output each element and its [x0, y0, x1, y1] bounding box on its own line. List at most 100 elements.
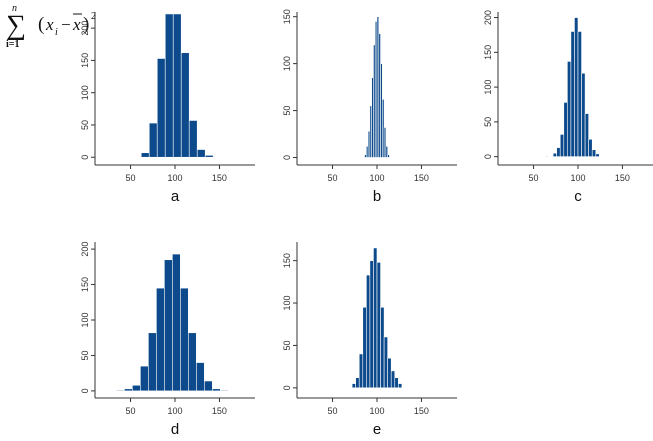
x-tick-label: 100: [369, 406, 384, 416]
formula-xbar: x: [72, 15, 81, 34]
x-tick-label: 150: [414, 173, 429, 183]
histogram-bar: [156, 287, 165, 392]
histogram-bar: [180, 52, 190, 158]
y-tick-label: 150: [483, 45, 493, 60]
x-tick-label: 50: [529, 173, 539, 183]
histogram-bar: [369, 260, 374, 389]
x-tick-label: 50: [126, 406, 136, 416]
histogram-bar: [148, 122, 158, 158]
histogram-panel-d: 50 100 150 0 50 100 150 200 d: [80, 242, 255, 438]
histogram-bar: [559, 134, 565, 157]
x-tick-label: 150: [414, 406, 429, 416]
panel-label: c: [574, 188, 582, 205]
histogram-bar: [358, 353, 364, 389]
y-tick-label: 50: [282, 106, 292, 116]
y-tick-label: 0: [483, 154, 493, 159]
histogram-bar: [188, 120, 198, 158]
formula-lower-limit: i=1: [6, 39, 19, 50]
histogram-bar: [373, 247, 378, 389]
y-tick-label: 200: [80, 242, 90, 257]
y-tick-label: 0: [80, 155, 90, 160]
histogram-panel-c: 50 100 150 0 50 100 150 200 c: [483, 10, 653, 205]
histogram-bar: [567, 61, 572, 157]
y-tick-label: 150: [282, 253, 292, 268]
formula-close-paren: ): [83, 14, 89, 35]
histogram-bar: [124, 388, 133, 392]
histogram-bar: [351, 383, 356, 389]
histogram-bar: [390, 370, 396, 389]
histogram-bar: [140, 152, 150, 158]
x-tick-label: 50: [328, 173, 338, 183]
histogram-panel-e: 50 100 150 0 50 100 150 e: [282, 242, 457, 438]
y-tick-label: 100: [80, 85, 90, 100]
sum-squares-formula: ∑ n i=1 ( x i − x ) 2: [6, 3, 96, 50]
formula-xi: x: [45, 15, 54, 34]
x-tick-label: 100: [570, 173, 585, 183]
histogram-bar: [584, 113, 589, 157]
histogram-bar: [204, 155, 214, 158]
histogram-bar: [574, 17, 579, 157]
histogram-bar: [591, 149, 597, 157]
y-tick-label: 200: [483, 10, 493, 25]
histogram-bar: [385, 145, 388, 158]
y-tick-label: 0: [282, 385, 292, 390]
histogram-bar: [387, 154, 390, 158]
formula-minus: −: [61, 15, 71, 34]
histogram-bar: [570, 31, 575, 157]
histogram-bar: [588, 138, 593, 157]
histogram-panel-b: 50 100 150 0 50 100 150 b: [282, 9, 457, 205]
histogram-bar: [387, 357, 392, 389]
histogram-bar: [556, 147, 561, 157]
histogram-bar: [204, 380, 213, 392]
y-tick-label: 100: [80, 312, 90, 327]
histogram-bar: [164, 13, 174, 158]
histogram-bar: [172, 13, 182, 158]
histogram-bar: [380, 306, 385, 389]
histogram-bar: [355, 377, 360, 389]
histogram-bar: [156, 58, 166, 158]
y-tick-label: 100: [282, 56, 292, 71]
formula-sigma: ∑: [6, 10, 26, 41]
histogram-bar: [383, 127, 387, 158]
histogram-bar: [552, 152, 557, 157]
histogram-bar: [563, 102, 568, 157]
histogram-bar: [366, 274, 371, 389]
histogram-bar: [140, 365, 149, 392]
histogram-bar: [362, 306, 367, 389]
formula-upper-limit: n: [12, 3, 17, 14]
formula-open-paren: (: [38, 14, 44, 35]
histogram-bar: [595, 153, 600, 157]
formula-power: 2: [91, 11, 96, 22]
histogram-bar: [148, 332, 157, 392]
y-tick-label: 50: [80, 350, 90, 360]
histogram-bar: [196, 362, 205, 392]
formula-xi-subscript: i: [55, 27, 58, 38]
histogram-panel-a: 50 100 150 0 50 100 150 200 a: [80, 12, 255, 205]
panel-label: a: [171, 188, 180, 205]
histogram-bar: [394, 377, 399, 389]
y-tick-label: 200: [80, 21, 90, 36]
histogram-bar: [196, 149, 206, 158]
histogram-bar: [132, 384, 141, 392]
x-tick-label: 100: [167, 173, 182, 183]
histogram-bar: [545, 155, 549, 158]
x-tick-label: 50: [126, 173, 136, 183]
y-tick-label: 150: [282, 9, 292, 24]
y-tick-label: 50: [483, 117, 493, 127]
y-tick-label: 50: [80, 120, 90, 130]
y-tick-label: 50: [282, 340, 292, 350]
histogram-bar: [164, 259, 173, 392]
x-tick-label: 150: [212, 173, 227, 183]
panel-label: e: [373, 421, 381, 438]
histogram-bar: [577, 31, 582, 157]
histogram-bar: [116, 389, 125, 392]
y-tick-label: 150: [80, 53, 90, 68]
histogram-bar: [383, 336, 388, 389]
histogram-bar: [220, 389, 229, 392]
histogram-bar: [172, 253, 181, 392]
histogram-bar: [188, 332, 197, 392]
y-tick-label: 100: [483, 80, 493, 95]
y-tick-label: 0: [80, 388, 90, 393]
